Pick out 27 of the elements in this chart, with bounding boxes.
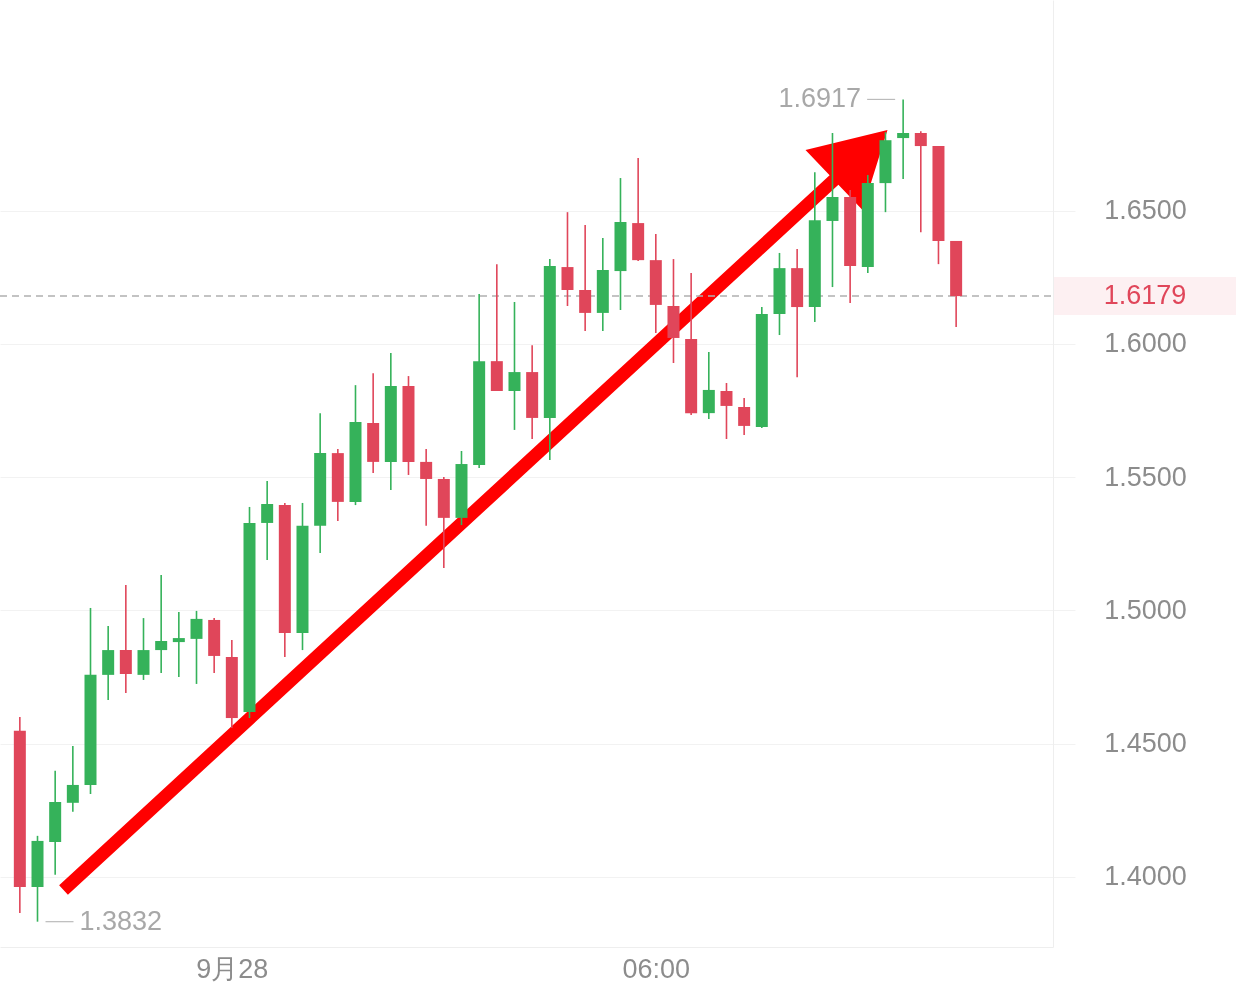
ref-line-label: 1.6179 — [1103, 280, 1187, 311]
candlestick — [508, 301, 521, 431]
y-tick-label: 1.4000 — [1104, 861, 1187, 892]
candlestick — [579, 224, 592, 332]
candlestick — [702, 351, 715, 420]
candlestick — [172, 611, 185, 678]
candlestick — [738, 397, 751, 436]
y-tick-label: 1.6000 — [1104, 328, 1187, 359]
candlestick — [826, 132, 839, 288]
y-tick-label: 1.5500 — [1104, 461, 1187, 492]
y-tick-label: 1.5000 — [1104, 594, 1187, 625]
candlestick — [914, 130, 927, 233]
candlestick — [261, 480, 274, 561]
candlestick — [561, 211, 574, 307]
x-tick-label: 9月28 — [196, 953, 269, 984]
annotation: 1.3832 — [79, 905, 163, 936]
annotation: 1.6917 — [778, 83, 862, 114]
x-tick-label: 06:00 — [622, 953, 691, 984]
candlestick — [897, 98, 910, 180]
candlestick — [66, 745, 79, 813]
candlestick — [190, 610, 203, 685]
candlestick — [420, 448, 433, 527]
candlestick — [155, 574, 168, 674]
candlestick — [119, 584, 132, 694]
y-tick-label: 1.4500 — [1104, 728, 1187, 759]
y-tick-label: 1.6500 — [1104, 195, 1187, 226]
candlestick — [720, 382, 733, 440]
